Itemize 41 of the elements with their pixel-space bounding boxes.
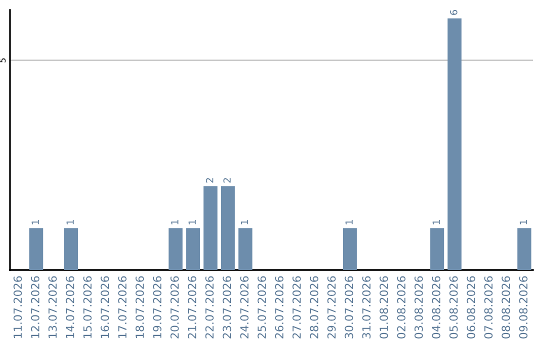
x-tick-label: 06.08.2026 [466, 276, 476, 338]
x-tick-label: 18.07.2026 [136, 276, 144, 338]
data-label: 1 [32, 220, 39, 224]
data-label: 2 [206, 178, 214, 183]
data-label: 1 [432, 220, 440, 224]
x-tick-label: 09.08.2026 [519, 276, 528, 338]
data-label: 1 [171, 220, 178, 224]
x-tick-label: 16.07.2026 [100, 276, 110, 338]
x-tick-label: 31.07.2026 [362, 276, 371, 338]
x-tick-label: 22.07.2026 [205, 276, 214, 338]
x-tick-label: 05.08.2026 [449, 276, 458, 338]
x-tick-label: 24.07.2026 [240, 276, 249, 338]
x-tick-label: 27.07.2026 [292, 276, 301, 338]
data-label: 1 [346, 220, 353, 224]
x-tick-label: 14.07.2026 [66, 276, 74, 338]
x-tick-label: 11.07.2026 [14, 276, 22, 338]
x-tick-label: 12.07.2026 [30, 276, 40, 338]
x-tick-label: 23.07.2026 [222, 276, 232, 338]
x-tick-label: 20.07.2026 [170, 276, 179, 338]
data-label: 2 [223, 178, 231, 183]
x-tick-label: 30.07.2026 [344, 276, 354, 338]
x-tick-label: 25.07.2026 [258, 276, 266, 338]
x-tick-label: 04.08.2026 [432, 276, 440, 338]
x-tick-label: 29.07.2026 [327, 276, 336, 338]
data-label: 6 [450, 10, 458, 15]
data-label: 1 [240, 220, 248, 224]
data-label: 1 [188, 220, 196, 224]
x-tick-label: 08.08.2026 [502, 276, 510, 338]
x-tick-label: 21.07.2026 [188, 276, 196, 338]
x-tick-label: 17.07.2026 [118, 276, 127, 338]
x-tick-label: 03.08.2026 [414, 276, 423, 338]
x-tick-label: 19.07.2026 [153, 276, 162, 338]
x-tick-label: 28.07.2026 [310, 276, 318, 338]
x-tick-label: 02.08.2026 [397, 276, 406, 338]
data-label: 1 [520, 220, 527, 224]
x-tick-label: 26.07.2026 [275, 276, 284, 338]
data-label: 1 [66, 220, 74, 224]
x-tick-label: 01.08.2026 [380, 276, 388, 338]
x-tick-label: 15.07.2026 [83, 276, 92, 338]
x-tick-label: 13.07.2026 [48, 276, 57, 338]
x-tick-label: 07.08.2026 [484, 276, 493, 338]
